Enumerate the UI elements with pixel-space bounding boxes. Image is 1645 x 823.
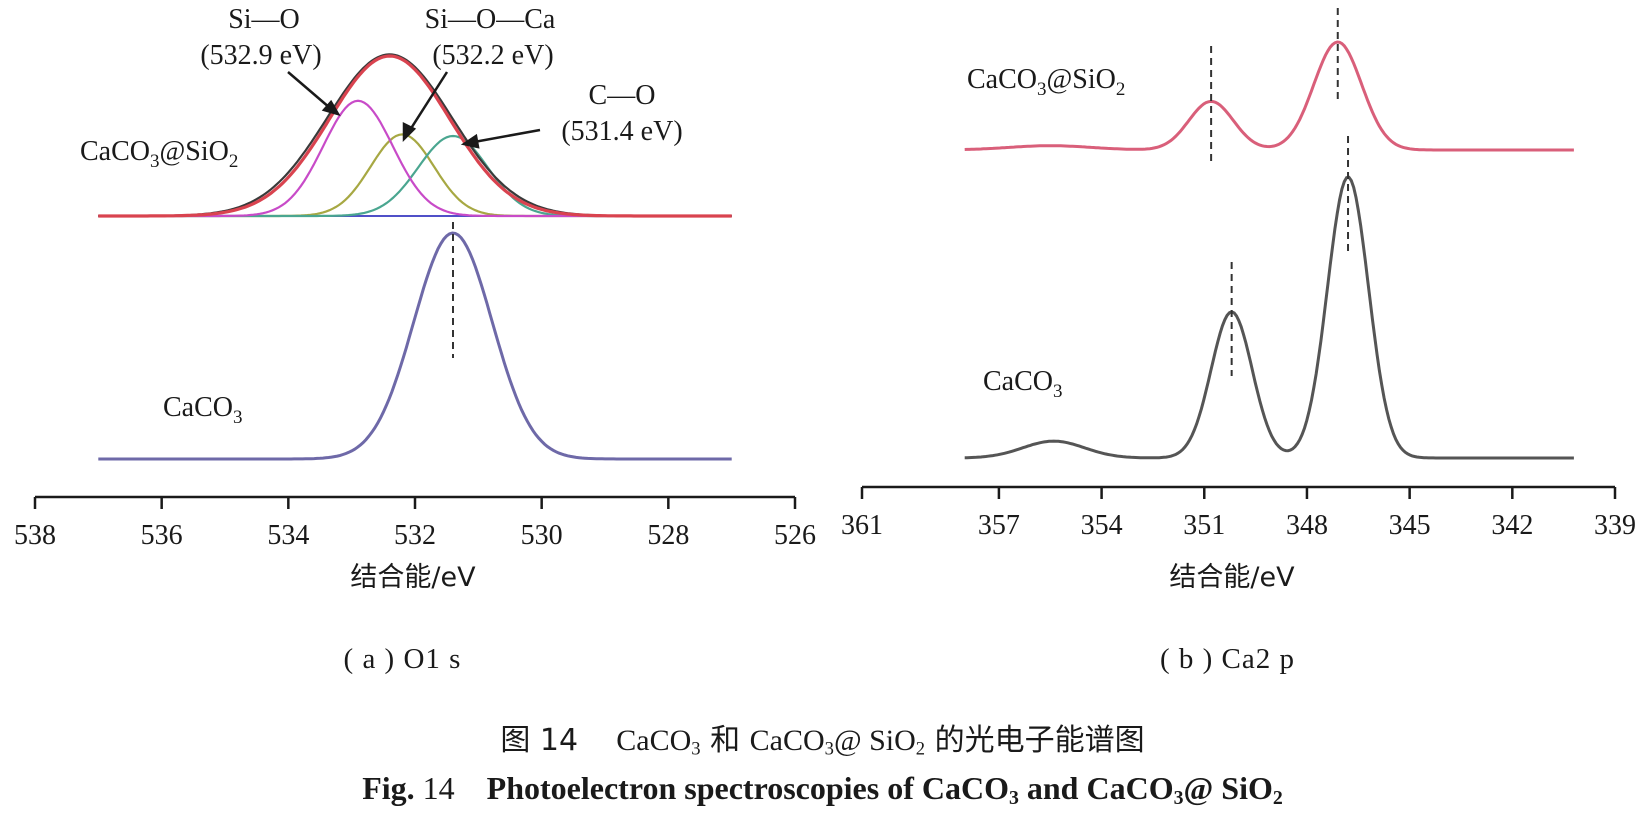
caption-en-fig: Fig. <box>362 770 415 806</box>
ca2p-tick-label: 361 <box>841 510 883 541</box>
ca2p-tick-label: 348 <box>1286 510 1328 541</box>
caption-en-text: Photoelectron spectroscopies of CaCO3 an… <box>486 770 1283 809</box>
annotation-si-o-arrowhead <box>321 99 341 117</box>
o1s-caco3-sio2-envelope-curve <box>98 54 732 218</box>
ca2p-dashed-markers <box>1210 8 1350 376</box>
caption-cn-figure-number: 图 14 <box>500 723 579 758</box>
ca2p-x-axis-title: 结合能/eV <box>1169 562 1295 593</box>
caption-cn-tail: 的光电子能谱图 <box>934 723 1145 758</box>
panel-b-caption: ( b ) Ca2 p <box>1159 643 1296 675</box>
o1s-tick-label: 528 <box>647 520 689 551</box>
ca2p-x-axis: 361 357 354 351 348 345 342 339 <box>841 485 1636 541</box>
ca2p-tick-label: 339 <box>1594 510 1636 541</box>
ca2p-caco3-curve <box>964 175 1574 460</box>
caption-cn-caco3-sio2: CaCO3@ SiO2 <box>749 724 926 760</box>
ca2p-caco3-sio2-label: CaCO3@SiO2 <box>967 64 1125 100</box>
annotation-c-o-name: C—O <box>589 80 656 111</box>
ca2p-tick-label: 342 <box>1491 510 1533 541</box>
o1s-x-axis: 538 536 534 532 530 528 526 <box>14 495 816 551</box>
ca2p-caco3-label: CaCO3 <box>983 366 1063 402</box>
o1s-x-axis-title: 结合能/eV <box>350 562 476 593</box>
panel-ca2p: 361 357 354 351 348 345 342 339 CaCO3@SiO2 CaCO… <box>841 8 1636 593</box>
o1s-tick-label: 526 <box>774 520 816 551</box>
ca2p-tick-label: 357 <box>978 510 1020 541</box>
annotation-si-o-ca-energy: (532.2 eV) <box>432 40 553 71</box>
ca2p-caco3-sio2-curve <box>964 40 1574 152</box>
annotation-si-o-energy: (532.9 eV) <box>200 40 321 71</box>
annotation-c-o-energy: (531.4 eV) <box>561 116 682 147</box>
o1s-curves <box>98 53 732 461</box>
annotation-si-o-name: Si—O <box>228 4 300 35</box>
annotation-c-o-arrowhead <box>460 133 480 149</box>
annotation-si-o-arrow <box>287 71 331 109</box>
panel-o1s: 538 536 534 532 530 528 526 CaCO3@SiO2 CaCO3 S… <box>14 4 816 593</box>
o1s-caco3-curve <box>98 231 732 461</box>
o1s-tick-label: 532 <box>394 520 436 551</box>
figure-caption-english: Fig. 14 Photoelectron spectroscopies of … <box>0 770 1645 809</box>
o1s-tick-label: 538 <box>14 520 56 551</box>
o1s-tick-label: 530 <box>521 520 563 551</box>
o1s-caco3-sio2-label: CaCO3@SiO2 <box>80 136 238 172</box>
ca2p-curves <box>964 40 1574 460</box>
ca2p-tick-label: 354 <box>1081 510 1123 541</box>
annotation-si-o-ca-arrowhead <box>402 121 417 143</box>
annotation-si-o-ca-name: Si—O—Ca <box>425 4 556 35</box>
caption-cn-and: 和 <box>710 723 741 758</box>
o1s-tick-label: 536 <box>141 520 183 551</box>
annotation-c-o-arrow <box>473 128 541 144</box>
figure-caption-chinese: 图 14 CaCO3 和 CaCO3@ SiO2 的光电子能谱图 <box>0 715 1645 759</box>
ca2p-tick-label: 345 <box>1389 510 1431 541</box>
caption-en-number: 14 <box>422 770 455 806</box>
panel-a-caption: ( a ) O1 s <box>343 643 462 675</box>
annotation-si-o-ca-arrow <box>408 71 449 131</box>
o1s-caco3-label: CaCO3 <box>163 392 243 428</box>
caption-cn-caco3: CaCO3 <box>616 724 701 760</box>
ca2p-tick-label: 351 <box>1183 510 1225 541</box>
o1s-tick-label: 534 <box>267 520 309 551</box>
